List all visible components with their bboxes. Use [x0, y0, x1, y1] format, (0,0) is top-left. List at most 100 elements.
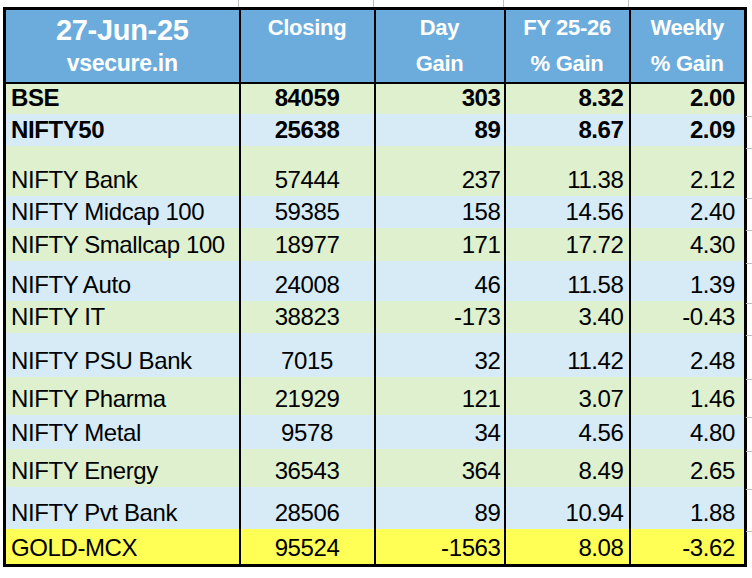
header-cell-day-gain: Day Gain — [375, 9, 505, 84]
fy-gain-cell: 11.42 — [505, 333, 630, 377]
gridline-stub — [373, 0, 374, 7]
header-cell-title: 27-Jun-25 vsecure.in — [5, 9, 240, 84]
gridline-stub — [746, 489, 752, 490]
day-gain-cell: 121 — [375, 377, 505, 415]
index-name-cell: NIFTY Energy — [5, 449, 240, 487]
gridline-stub — [503, 0, 504, 7]
day-gain-cell: 46 — [375, 261, 505, 301]
weekly-gain-cell: 2.65 — [630, 449, 746, 487]
closing-cell: 18977 — [240, 228, 375, 261]
gridline-stub — [746, 531, 752, 532]
fy-gain-cell: 10.94 — [505, 487, 630, 529]
table-row-nifty50: NIFTY50 25638 89 8.67 2.09 — [5, 114, 746, 146]
gridline-stub — [746, 417, 752, 418]
index-name-cell: NIFTY Auto — [5, 261, 240, 301]
source-label: vsecure.in — [6, 48, 239, 82]
gridline-stub — [746, 198, 752, 199]
closing-cell: 24008 — [240, 261, 375, 301]
index-name-cell: NIFTY Bank — [5, 146, 240, 196]
fy-gain-cell: 8.32 — [505, 83, 630, 114]
closing-cell: 9578 — [240, 415, 375, 449]
table-row-nifty-metal: NIFTY Metal 9578 34 4.56 4.80 — [5, 415, 746, 449]
fy-gain-header-line1: FY 25-26 — [506, 10, 629, 46]
fy-gain-cell: 3.40 — [505, 301, 630, 333]
header-cell-weekly-gain: Weekly % Gain — [630, 9, 746, 84]
header-cell-fy-gain: FY 25-26 % Gain — [505, 9, 630, 84]
weekly-gain-cell: 4.80 — [630, 415, 746, 449]
day-gain-cell: -1563 — [375, 529, 505, 565]
gridline-stub — [238, 0, 239, 7]
weekly-gain-cell: 1.88 — [630, 487, 746, 529]
index-name-cell: NIFTY Pvt Bank — [5, 487, 240, 529]
weekly-gain-cell: 2.00 — [630, 83, 746, 114]
closing-header-line1: Closing — [241, 10, 374, 46]
index-name-cell: NIFTY Smallcap 100 — [5, 228, 240, 261]
table-row-nifty-auto: NIFTY Auto 24008 46 11.58 1.39 — [5, 261, 746, 301]
index-name-cell: NIFTY Metal — [5, 415, 240, 449]
weekly-gain-cell: 4.30 — [630, 228, 746, 261]
day-gain-cell: 237 — [375, 146, 505, 196]
closing-cell: 59385 — [240, 196, 375, 228]
fy-gain-cell: 11.58 — [505, 261, 630, 301]
gridline-stub — [746, 116, 752, 117]
weekly-gain-cell: 2.48 — [630, 333, 746, 377]
day-gain-cell: 364 — [375, 449, 505, 487]
closing-cell: 7015 — [240, 333, 375, 377]
fy-gain-cell: 8.67 — [505, 114, 630, 146]
closing-cell: 57444 — [240, 146, 375, 196]
table-row-gold-mcx: GOLD-MCX 95524 -1563 8.08 -3.62 — [5, 529, 746, 565]
index-name-cell: NIFTY PSU Bank — [5, 333, 240, 377]
day-gain-header-line2: Gain — [376, 46, 504, 82]
market-summary-screenshot: 27-Jun-25 vsecure.in Closing Day Gain FY… — [0, 0, 752, 578]
index-name-cell: NIFTY50 — [5, 114, 240, 146]
closing-cell: 95524 — [240, 529, 375, 565]
date-label: 27-Jun-25 — [6, 10, 239, 48]
fy-gain-cell: 8.08 — [505, 529, 630, 565]
table-row-nifty-bank: NIFTY Bank 57444 237 11.38 2.12 — [5, 146, 746, 196]
day-gain-cell: 34 — [375, 415, 505, 449]
weekly-gain-cell: 1.46 — [630, 377, 746, 415]
day-gain-header-line1: Day — [376, 10, 504, 46]
table-row-nifty-it: NIFTY IT 38823 -173 3.40 -0.43 — [5, 301, 746, 333]
day-gain-cell: 89 — [375, 487, 505, 529]
gridline-stub — [746, 303, 752, 304]
closing-cell: 28506 — [240, 487, 375, 529]
day-gain-cell: 303 — [375, 83, 505, 114]
fy-gain-cell: 4.56 — [505, 415, 630, 449]
fy-gain-cell: 11.38 — [505, 146, 630, 196]
weekly-gain-header-line2: % Gain — [631, 46, 745, 82]
gridline-stub — [746, 230, 752, 231]
header-row: 27-Jun-25 vsecure.in Closing Day Gain FY… — [5, 9, 746, 84]
header-cell-closing: Closing — [240, 9, 375, 84]
closing-cell: 25638 — [240, 114, 375, 146]
index-name-cell: NIFTY IT — [5, 301, 240, 333]
day-gain-cell: -173 — [375, 301, 505, 333]
table-row-nifty-midcap: NIFTY Midcap 100 59385 158 14.56 2.40 — [5, 196, 746, 228]
index-name-cell: NIFTY Pharma — [5, 377, 240, 415]
market-summary-table: 27-Jun-25 vsecure.in Closing Day Gain FY… — [3, 7, 747, 567]
day-gain-cell: 158 — [375, 196, 505, 228]
weekly-gain-cell: 1.39 — [630, 261, 746, 301]
gridline-stub — [746, 335, 752, 336]
closing-header-line2 — [241, 46, 374, 82]
table-row-nifty-energy: NIFTY Energy 36543 364 8.49 2.65 — [5, 449, 746, 487]
gridline-stub — [746, 263, 752, 264]
closing-cell: 21929 — [240, 377, 375, 415]
day-gain-cell: 171 — [375, 228, 505, 261]
day-gain-cell: 89 — [375, 114, 505, 146]
table-row-bse: BSE 84059 303 8.32 2.00 — [5, 83, 746, 114]
index-name-cell: GOLD-MCX — [5, 529, 240, 565]
gridline-stub — [746, 451, 752, 452]
table-row-nifty-pvt-bank: NIFTY Pvt Bank 28506 89 10.94 1.88 — [5, 487, 746, 529]
gridline-stub — [746, 148, 752, 149]
day-gain-cell: 32 — [375, 333, 505, 377]
fy-gain-cell: 3.07 — [505, 377, 630, 415]
closing-cell: 38823 — [240, 301, 375, 333]
closing-cell: 36543 — [240, 449, 375, 487]
weekly-gain-cell: 2.12 — [630, 146, 746, 196]
index-name-cell: BSE — [5, 83, 240, 114]
weekly-gain-cell: 2.40 — [630, 196, 746, 228]
index-name-cell: NIFTY Midcap 100 — [5, 196, 240, 228]
closing-cell: 84059 — [240, 83, 375, 114]
fy-gain-cell: 17.72 — [505, 228, 630, 261]
